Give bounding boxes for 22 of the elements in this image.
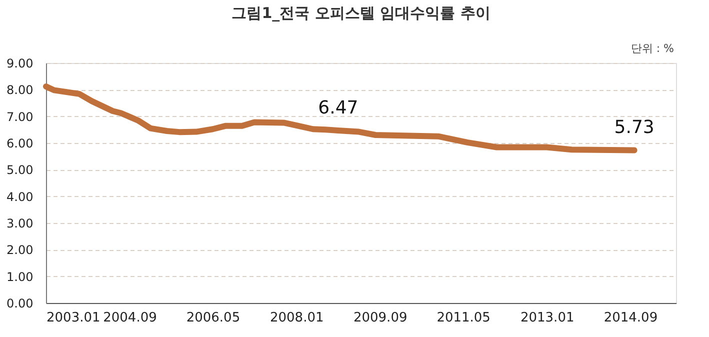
y-tick-label: 5.00 <box>6 163 34 178</box>
y-tick-label: 7.00 <box>6 110 34 124</box>
x-tick-label: 2011.05 <box>436 310 490 326</box>
x-tick-label: 2014.09 <box>604 310 658 326</box>
x-tick-label: 2009.09 <box>353 310 408 326</box>
y-tick-label: 0.00 <box>6 296 34 310</box>
annotation: 5.73 <box>614 117 654 138</box>
x-tick-label: 2004.09 <box>103 310 157 326</box>
x-tick-label: 2013.01 <box>520 310 574 326</box>
text: 단위 : % <box>630 42 674 55</box>
y-tick-label: 1.00 <box>6 270 34 284</box>
y-tick-label: 8.00 <box>6 83 34 98</box>
x-tick-label: 2008.01 <box>270 310 324 326</box>
annotation: 6.47 <box>318 97 358 118</box>
y-tick-label: 9.00 <box>6 56 34 70</box>
x-tick-label: 2006.05 <box>186 310 240 326</box>
y-tick-label: 6.00 <box>6 136 34 150</box>
x-tick-label: 2003.01 <box>46 310 100 326</box>
y-tick-label: 4.00 <box>6 190 34 204</box>
y-tick-label: 3.00 <box>6 216 34 230</box>
y-tick-label: 2.00 <box>6 243 34 258</box>
chart-title: 그림1_전국 오피스텔 임대수익률 추이 <box>232 4 490 22</box>
